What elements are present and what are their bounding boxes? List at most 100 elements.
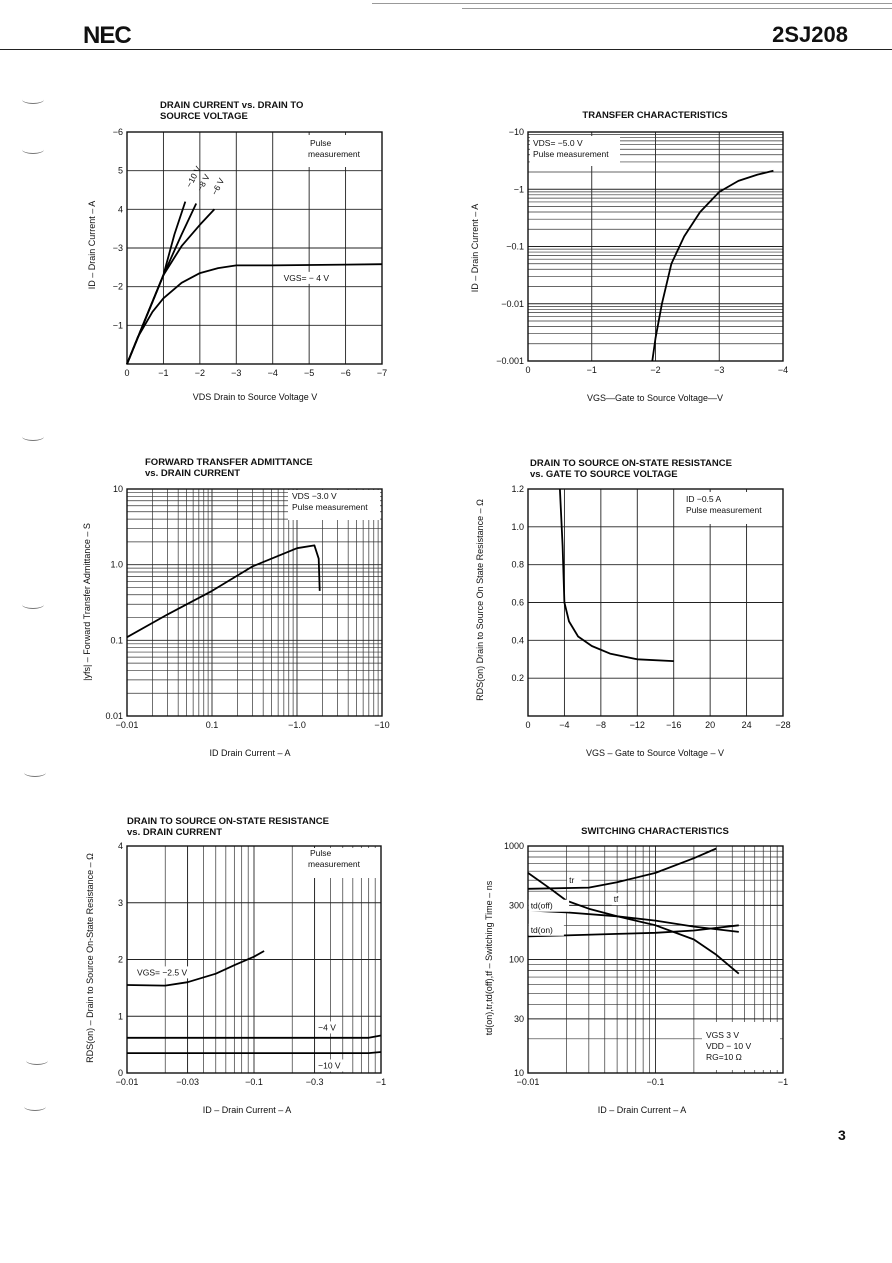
note-text: VDS −3.0 V [292, 491, 337, 501]
annotation-bg [528, 899, 570, 912]
note-text: Pulse measurement [292, 502, 368, 512]
note-text: Pulse measurement [686, 505, 762, 515]
margin-mark [22, 95, 44, 104]
y-axis-label: RDS(on) Drain to Source On State Resista… [475, 499, 485, 701]
y-axis-label: RDS(on) – Drain to Source On-State Resis… [85, 853, 95, 1063]
y-tick-label: −3 [113, 243, 123, 253]
header-rule [0, 49, 892, 50]
x-tick-label: −3 [231, 368, 241, 378]
series-annotation: −10 V [318, 1060, 341, 1070]
y-tick-label: 300 [509, 900, 524, 910]
chart-title: DRAIN TO SOURCE ON-STATE RESISTANCE [530, 458, 732, 469]
chart-title: SWITCHING CHARACTERISTICS [581, 826, 729, 837]
x-tick-label: −0.01 [116, 720, 139, 730]
y-tick-label: 0.2 [511, 673, 524, 683]
note-text: Pulse [310, 138, 332, 148]
x-tick-label: −10 [374, 720, 389, 730]
chart-title: DRAIN CURRENT vs. DRAIN TO [160, 100, 303, 111]
x-tick-label: −1 [376, 1077, 386, 1087]
note-text: VDS= −5.0 V [533, 138, 583, 148]
y-tick-label: 0 [118, 1068, 123, 1078]
series-line-main [651, 169, 774, 362]
note-box [306, 135, 380, 167]
y-tick-label: 4 [118, 204, 123, 214]
series-line-main [559, 488, 674, 662]
x-tick-label: −5 [304, 368, 314, 378]
y-tick-label: −6 [113, 127, 123, 137]
note-text: Pulse measurement [533, 149, 609, 159]
series-line-tr [527, 847, 717, 890]
x-tick-label: −3 [714, 365, 724, 375]
y-tick-label: −2 [113, 282, 123, 292]
x-tick-label: −0.01 [116, 1077, 139, 1087]
note-text: Pulse [310, 848, 332, 858]
y-tick-label: 2 [118, 955, 123, 965]
note-box [702, 1022, 780, 1070]
chart-c3: −0.01 0.1 −1.0 −10 0.01 0.1 1.0 10 FORWARD TRANS… [82, 457, 390, 758]
y-tick-label: 0.8 [511, 560, 524, 570]
plot-frame [527, 845, 784, 1074]
annotation-bg [611, 893, 627, 906]
x-tick-label: −0.03 [176, 1077, 199, 1087]
x-tick-label: −16 [666, 720, 681, 730]
margin-mark [24, 768, 46, 777]
series-line-25V [126, 950, 265, 987]
y-tick-label: 30 [514, 1014, 524, 1024]
x-axis-label: VGS – Gate to Source Voltage – V [586, 748, 724, 758]
annotation-bg [528, 923, 564, 936]
note-box [288, 490, 380, 520]
x-axis-label: VGS—Gate to Source Voltage—V [587, 393, 723, 403]
x-tick-label: −1 [158, 368, 168, 378]
series-annotation: VGS= − 4 V [284, 273, 330, 283]
margin-mark [22, 145, 44, 154]
chart-c6: −0.01 −0.1 −1 10 30 100 300 1000 SWITCHING CHARA… [484, 826, 788, 1115]
chart-title: vs. DRAIN CURRENT [127, 827, 222, 838]
y-tick-label: 1000 [504, 841, 524, 851]
y-tick-label: −0.01 [501, 299, 524, 309]
y-tick-label: 4 [118, 841, 123, 851]
annotation-bg [567, 874, 582, 887]
chart-title: vs. DRAIN CURRENT [145, 468, 240, 479]
note-box [684, 492, 780, 524]
y-tick-label: −0.1 [506, 242, 524, 252]
plot-frame [527, 131, 784, 362]
y-tick-label: 1.2 [511, 484, 524, 494]
y-tick-label: 0.01 [105, 711, 123, 721]
series-line-10V [127, 1051, 382, 1054]
note-text: measurement [308, 859, 361, 869]
chart-title: FORWARD TRANSFER ADMITTANCE [145, 457, 313, 468]
y-tick-label: 5 [118, 166, 123, 176]
x-tick-label: −2 [650, 365, 660, 375]
note-box [530, 136, 620, 166]
annotation-bg [316, 1059, 347, 1072]
x-tick-label: 20 [705, 720, 715, 730]
chart-c2: 0 −1 −2 −3 −4 −0.001 −0.01 −0.1 −1 −10 TRANSFER CH… [470, 110, 788, 403]
chart-c1: 0 −1 −2 −3 −4 −5 −6 −7 −1 −2 −3 4 5 −6 DRAIN CURRENT v… [87, 100, 387, 402]
x-tick-label: 0 [525, 720, 530, 730]
y-tick-label: 0.6 [511, 598, 524, 608]
annotation-bg [135, 966, 197, 979]
margin-mark [26, 1056, 48, 1065]
part-number: 2SJ208 [772, 22, 848, 47]
note-text: VGS 3 V [706, 1030, 739, 1040]
y-tick-label: 1.0 [511, 522, 524, 532]
x-tick-label: −0.1 [647, 1077, 665, 1087]
note-text: RG=10 Ω [706, 1052, 742, 1062]
chart-title: DRAIN TO SOURCE ON-STATE RESISTANCE [127, 816, 329, 827]
x-tick-label: −12 [630, 720, 645, 730]
series-annotation: −6 V [209, 176, 226, 197]
chart-c4: 0 −4 −8 −12 −16 20 24 −28 0.2 0.4 0.6 0.8 1.0 1.2 DRAI… [475, 458, 791, 758]
x-tick-label: −7 [377, 368, 387, 378]
x-tick-label: −0.3 [306, 1077, 324, 1087]
margin-mark [22, 432, 44, 441]
chart-title: vs. GATE TO SOURCE VOLTAGE [530, 469, 678, 480]
note-text: VDD − 10 V [706, 1041, 751, 1051]
x-tick-label: −2 [195, 368, 205, 378]
y-tick-label: −10 [509, 127, 524, 137]
y-tick-label: 10 [514, 1068, 524, 1078]
series-line-4V [127, 1034, 382, 1039]
note-box [304, 848, 380, 878]
chart-c5: −0.01 −0.03 −0.1 −0.3 −1 0 1 2 3 4 DRAIN TO SOURCE… [85, 816, 386, 1115]
x-tick-label: −28 [775, 720, 790, 730]
y-tick-label: 0.1 [110, 635, 123, 645]
